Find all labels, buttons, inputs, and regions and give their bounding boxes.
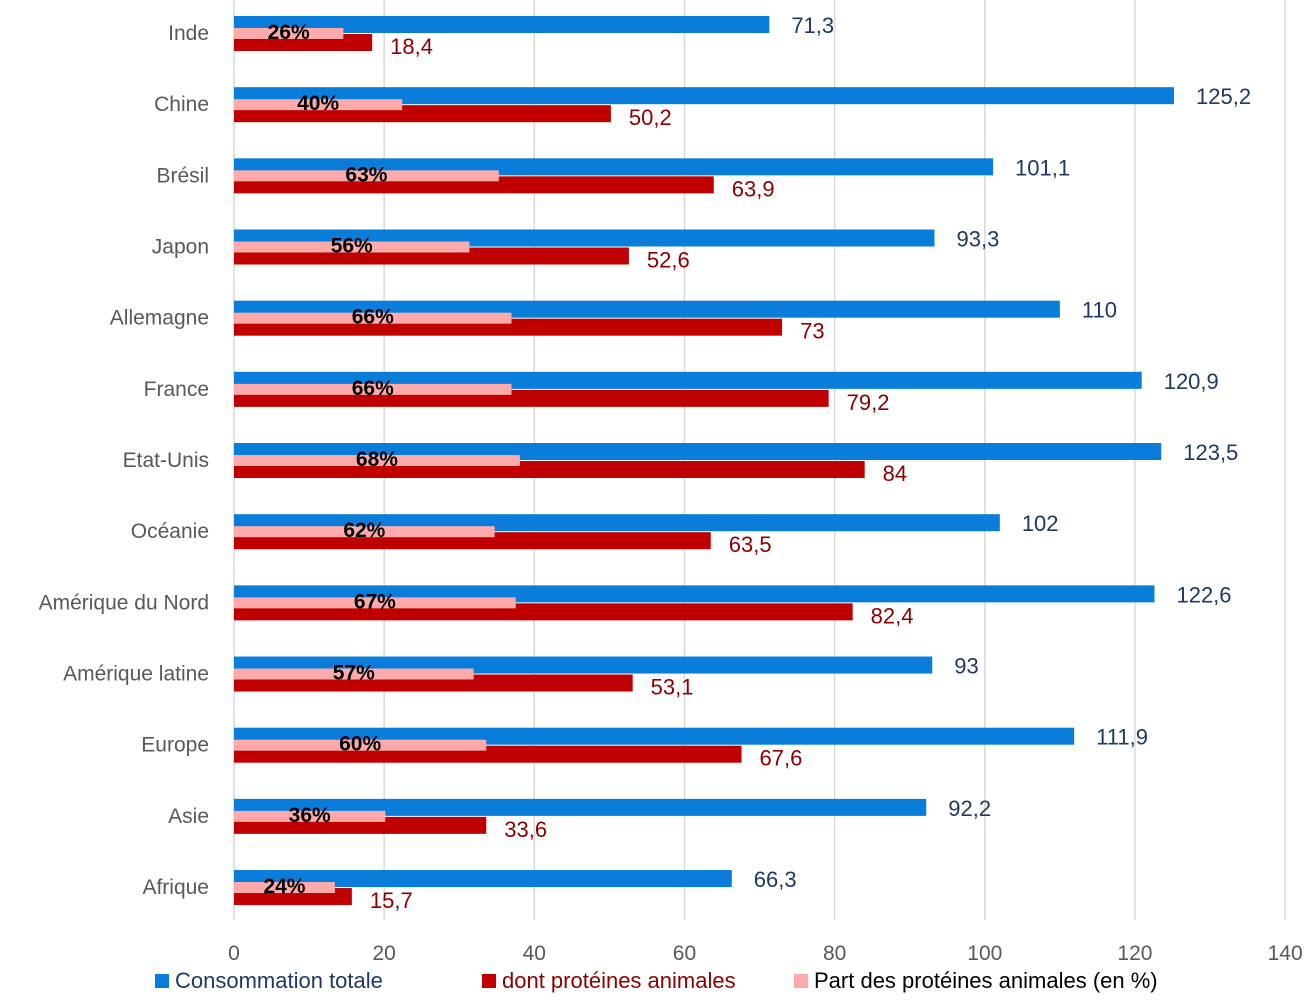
label-total: 101,1 xyxy=(1015,155,1070,180)
label-animal: 63,5 xyxy=(729,532,772,557)
label-animal: 84 xyxy=(883,461,907,486)
label-animal: 67,6 xyxy=(760,746,803,771)
bar-share xyxy=(234,383,512,395)
legend-label-share: Part des protéines animales (en %) xyxy=(814,968,1158,993)
label-animal: 33,6 xyxy=(504,817,547,842)
label-total: 122,6 xyxy=(1176,582,1231,607)
label-share: 66% xyxy=(352,306,394,329)
category-label: Asie xyxy=(168,805,209,828)
label-animal: 82,4 xyxy=(871,603,914,628)
data-labels: 71,3 18,4 26% 125,2 50,2 40% 101,1 63,9 63% 93,3 5… xyxy=(263,13,1251,913)
x-tick-label: 140 xyxy=(1268,942,1303,965)
legend-swatch-animal xyxy=(482,974,496,988)
legend-item-animal: dont protéines animales xyxy=(482,968,736,994)
bar-share xyxy=(234,99,403,111)
label-total: 92,2 xyxy=(948,796,991,821)
label-animal: 18,4 xyxy=(390,34,433,59)
bar-share xyxy=(234,526,495,538)
label-share: 57% xyxy=(333,662,375,685)
label-animal: 15,7 xyxy=(370,888,413,913)
bar-total xyxy=(234,798,927,816)
category-label: Brésil xyxy=(156,164,209,187)
label-animal: 79,2 xyxy=(847,390,890,415)
label-share: 66% xyxy=(352,377,394,400)
label-animal: 73 xyxy=(800,319,824,344)
label-total: 110 xyxy=(1082,298,1117,323)
category-label: Afrique xyxy=(142,876,209,899)
x-tick-label: 120 xyxy=(1117,942,1152,965)
bar-total xyxy=(234,87,1175,105)
bar-share xyxy=(234,597,516,609)
x-tick-label: 0 xyxy=(228,942,240,965)
category-label: Chine xyxy=(154,93,209,116)
legend-label-animal: dont protéines animales xyxy=(502,968,736,993)
label-share: 56% xyxy=(331,235,373,258)
label-share: 36% xyxy=(289,804,331,827)
category-label: Japon xyxy=(152,236,209,259)
category-label: Amérique du Nord xyxy=(39,591,209,614)
category-label: France xyxy=(144,378,209,401)
label-share: 68% xyxy=(356,448,398,471)
label-animal: 50,2 xyxy=(629,105,672,130)
bar-share xyxy=(234,882,335,894)
legend-swatch-share xyxy=(794,974,808,988)
bar-share xyxy=(234,810,386,822)
bar-total xyxy=(234,870,732,888)
bar-total xyxy=(234,16,770,33)
label-share: 62% xyxy=(343,519,385,542)
bar-share xyxy=(234,170,499,182)
bar-share xyxy=(234,28,344,39)
legend-swatch-total xyxy=(155,974,169,988)
x-tick-label: 20 xyxy=(372,942,395,965)
label-share: 60% xyxy=(339,733,381,756)
bars xyxy=(234,16,1175,906)
bar-share xyxy=(234,455,520,467)
x-tick-label: 60 xyxy=(673,942,696,965)
category-label: Amérique latine xyxy=(63,663,209,686)
category-label: Inde xyxy=(168,22,209,45)
label-animal: 52,6 xyxy=(647,248,690,273)
label-total: 102 xyxy=(1022,511,1059,536)
label-share: 24% xyxy=(263,875,305,898)
label-animal: 53,1 xyxy=(651,675,694,700)
x-tick-label: 40 xyxy=(523,942,546,965)
legend-label-total: Consommation totale xyxy=(175,968,383,993)
x-tick-label: 100 xyxy=(967,942,1002,965)
x-axis-ticks: 0 20 40 60 80 100 120 140 xyxy=(228,942,1302,965)
label-share: 63% xyxy=(345,163,387,186)
x-tick-label: 80 xyxy=(823,942,846,965)
category-label: Allemagne xyxy=(110,307,209,330)
category-labels: Inde Chine Brésil Japon Allemagne France Etat-… xyxy=(39,22,209,899)
label-total: 125,2 xyxy=(1196,84,1251,109)
label-total: 120,9 xyxy=(1164,369,1219,394)
category-label: Océanie xyxy=(131,520,209,543)
label-total: 93 xyxy=(954,654,978,679)
label-total: 111,9 xyxy=(1096,725,1148,750)
label-total: 93,3 xyxy=(956,227,999,252)
label-animal: 63,9 xyxy=(732,176,775,201)
label-total: 71,3 xyxy=(791,13,834,38)
label-total: 123,5 xyxy=(1183,440,1238,465)
label-share: 26% xyxy=(268,21,310,44)
category-label: Europe xyxy=(141,734,209,757)
bar-share xyxy=(234,312,512,324)
category-label: Etat-Unis xyxy=(123,449,209,472)
bar-share xyxy=(234,739,487,751)
bar-share xyxy=(234,241,470,253)
label-total: 66,3 xyxy=(754,867,797,892)
legend: Consommation totale dont protéines anima… xyxy=(0,968,1316,1002)
label-share: 67% xyxy=(354,590,396,613)
legend-item-total: Consommation totale xyxy=(155,968,383,994)
bar-share xyxy=(234,668,474,680)
legend-item-share: Part des protéines animales (en %) xyxy=(794,968,1158,994)
label-share: 40% xyxy=(297,92,339,115)
